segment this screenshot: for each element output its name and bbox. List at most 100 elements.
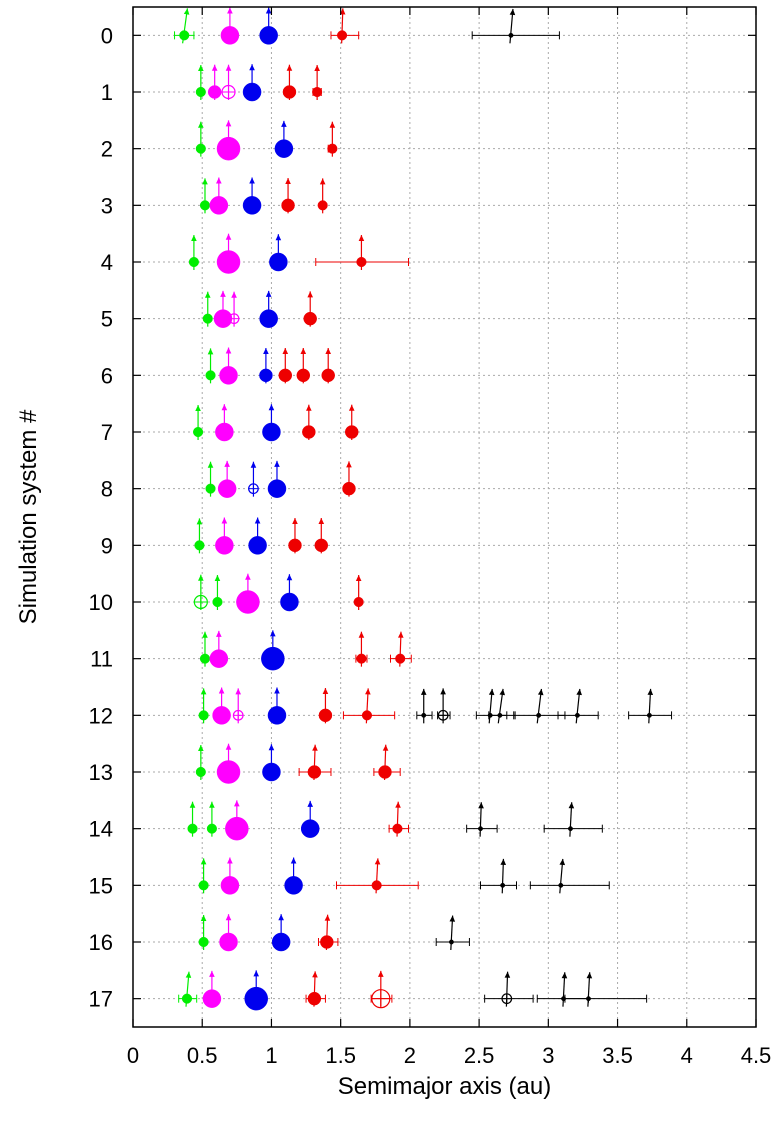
planet-marker	[181, 993, 193, 1004]
planet-black	[484, 971, 534, 1007]
planet-marker	[421, 712, 427, 718]
planet-marker	[327, 143, 338, 154]
spin-arrowhead	[559, 858, 566, 866]
planet-red	[312, 65, 323, 100]
spin-arrowhead	[576, 688, 582, 696]
spin-arrowhead	[355, 575, 362, 582]
planet-marker	[267, 706, 287, 725]
spin-arrowhead	[500, 858, 507, 865]
spin-arrowhead	[504, 971, 511, 978]
spin-arrowhead	[202, 178, 208, 185]
planet-red	[355, 631, 368, 667]
spin-arrowhead	[382, 744, 389, 751]
spin-arrowhead	[216, 630, 222, 637]
planet-marker	[302, 425, 316, 439]
spin-arrowhead	[268, 744, 275, 751]
planet-green	[187, 801, 198, 837]
planet-green	[206, 801, 217, 837]
planet-magenta	[209, 177, 229, 215]
planet-marker	[216, 250, 241, 274]
planet-marker	[586, 996, 591, 1002]
planet-green	[174, 8, 195, 44]
spin-arrowhead	[346, 461, 352, 468]
planet-green	[198, 858, 209, 894]
planet-red	[336, 858, 419, 894]
spin-arrowhead	[216, 177, 222, 184]
planet-blue	[267, 687, 287, 725]
planet-red	[288, 518, 302, 554]
spin-arrowhead	[348, 404, 355, 411]
planet-black	[543, 802, 603, 837]
planet-marker	[274, 139, 294, 158]
planet-red	[282, 64, 297, 100]
planet-black	[416, 688, 433, 724]
spin-arrowhead	[292, 518, 298, 525]
spin-arrowhead	[218, 687, 225, 694]
spin-arrowhead	[285, 178, 291, 185]
spin-arrowhead	[329, 121, 336, 128]
spin-arrowhead	[499, 688, 506, 696]
x-axis-label: Semimajor axis (au)	[338, 1073, 551, 1100]
planet-red	[303, 291, 317, 327]
planet-marker	[259, 368, 273, 383]
spin-arrowhead	[202, 631, 208, 638]
planet-blue	[284, 857, 303, 895]
planet-green	[199, 178, 211, 214]
y-tick-label: 10	[89, 590, 113, 615]
planet-magenta	[232, 688, 244, 724]
planet-marker	[448, 939, 454, 945]
spin-arrowhead	[198, 121, 204, 128]
planet-green	[202, 291, 213, 327]
spin-arrowhead	[249, 177, 255, 184]
spin-arrowhead	[185, 971, 192, 978]
planet-magenta	[217, 460, 237, 498]
spin-arrowhead	[365, 688, 371, 695]
spin-arrowhead	[268, 404, 275, 411]
planet-marker	[205, 483, 216, 494]
spin-arrowhead	[231, 291, 237, 298]
planet-marker	[202, 313, 213, 324]
planet-green	[195, 121, 206, 157]
planet-marker	[248, 536, 267, 555]
y-tick-label: 8	[101, 477, 113, 502]
planet-red	[388, 801, 410, 837]
planet-marker	[646, 712, 652, 718]
spin-arrowhead	[209, 801, 215, 808]
planet-green	[195, 745, 206, 780]
planet-marker	[198, 936, 209, 948]
y-tick-label: 7	[101, 420, 113, 445]
spin-arrowhead	[286, 64, 293, 71]
planet-red	[390, 631, 412, 667]
spin-arrowhead	[325, 348, 332, 355]
planet-green	[199, 631, 211, 667]
planet-marker	[236, 590, 260, 614]
planet-red	[296, 348, 311, 384]
planet-green	[194, 518, 205, 554]
planet-marker	[195, 766, 206, 778]
spin-arrowhead	[214, 575, 221, 582]
planet-magenta	[212, 687, 231, 725]
planet-marker	[219, 932, 238, 952]
planet-marker	[342, 481, 356, 496]
planet-green	[205, 461, 216, 497]
planet-marker	[205, 370, 216, 381]
x-tick-label: 2	[404, 1043, 416, 1068]
spin-arrowhead	[282, 348, 289, 355]
spin-arrowhead	[245, 573, 251, 580]
y-axis-label: Simulation system #	[15, 409, 42, 624]
planet-marker	[500, 882, 506, 888]
planet-marker	[198, 880, 209, 891]
spin-arrowhead	[200, 915, 207, 922]
spin-arrowhead	[358, 235, 365, 242]
planet-black	[513, 688, 566, 724]
planet-marker	[193, 426, 204, 438]
spin-arrowhead	[561, 972, 568, 979]
spin-arrowhead	[234, 800, 240, 807]
planet-magenta	[215, 404, 234, 442]
planet-marker	[280, 592, 299, 612]
spin-arrowhead	[263, 348, 269, 355]
spin-arrowhead	[250, 461, 257, 468]
planet-magenta	[209, 630, 229, 668]
planet-marker	[217, 479, 237, 498]
